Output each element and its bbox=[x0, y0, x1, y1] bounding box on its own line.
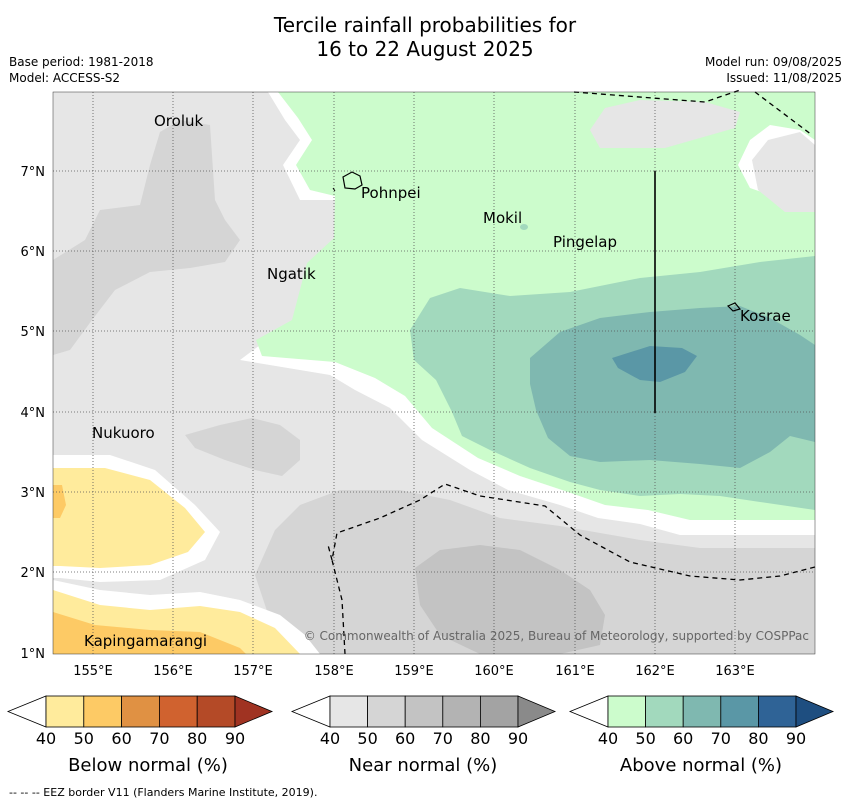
near-normal-patch-ne bbox=[590, 100, 740, 148]
colorbar-segment bbox=[196, 695, 236, 728]
colorbar-min-arrow bbox=[568, 695, 609, 728]
colorbar-segment bbox=[682, 695, 722, 728]
map-fill-layers bbox=[53, 92, 815, 654]
lat-label-4: 4°N bbox=[21, 406, 46, 421]
colorbar-tick-label: 40 bbox=[35, 729, 57, 748]
colorbar-segment bbox=[442, 695, 481, 728]
map-frame bbox=[52, 91, 816, 655]
colorbar-tick-label: 80 bbox=[470, 729, 491, 748]
place-label-kapingamarangi: Kapingamarangi bbox=[84, 632, 207, 650]
colorbar-tick-label: 70 bbox=[432, 729, 453, 748]
colorbar-tick-label: 90 bbox=[785, 729, 807, 748]
colorbar-segment bbox=[45, 695, 85, 728]
lat-label-5: 5°N bbox=[21, 325, 46, 340]
lon-label-161: 161°E bbox=[555, 664, 595, 679]
colorbar-max-arrow bbox=[795, 695, 835, 728]
eez-borders bbox=[327, 89, 816, 655]
lon-label-158: 158°E bbox=[314, 664, 354, 679]
place-label-pingelap: Pingelap bbox=[553, 233, 617, 251]
colorbar-segment bbox=[121, 695, 160, 728]
colorbar-segment bbox=[83, 695, 123, 728]
map-title-line1: Tercile rainfall probabilities for bbox=[273, 13, 577, 37]
colorbar-segment bbox=[645, 695, 684, 728]
colorbar-segment bbox=[367, 695, 406, 728]
lat-label-6: 6°N bbox=[21, 245, 46, 260]
lon-label-159: 159°E bbox=[394, 664, 434, 679]
model-label: Model: ACCESS-S2 bbox=[9, 71, 121, 85]
above-normal-60-70-area bbox=[530, 306, 815, 468]
place-label-kosrae: Kosrae bbox=[740, 307, 791, 325]
colorbar-above-title: Above normal (%) bbox=[619, 755, 783, 776]
colorbar-tick-label: 40 bbox=[319, 729, 341, 748]
lon-label-155: 155°E bbox=[73, 664, 113, 679]
kosrae-island-shape bbox=[726, 302, 742, 312]
map-title-line2: 16 to 22 August 2025 bbox=[316, 37, 534, 61]
colorbar-tick-label: 60 bbox=[673, 729, 694, 748]
colorbar-tick-label: 50 bbox=[635, 729, 656, 748]
colorbar-below-normal bbox=[6, 695, 274, 728]
colorbar-tick-label: 40 bbox=[597, 729, 619, 748]
colorbar-tick-label: 50 bbox=[73, 729, 94, 748]
place-label-nukuoro: Nukuoro bbox=[92, 424, 155, 442]
lat-label-2: 2°N bbox=[21, 566, 46, 581]
colorbar-tick-label: 60 bbox=[395, 729, 416, 748]
colorbar-segment bbox=[607, 695, 646, 728]
lon-label-163: 163°E bbox=[715, 664, 755, 679]
colorbar-tick-label: 80 bbox=[187, 729, 208, 748]
colorbar-segment bbox=[758, 695, 797, 728]
lat-label-7: 7°N bbox=[21, 165, 46, 180]
colorbar-segment bbox=[720, 695, 759, 728]
place-label-mokil: Mokil bbox=[483, 209, 522, 227]
colorbar-segment bbox=[158, 695, 198, 728]
colorbar-min-arrow bbox=[6, 695, 47, 728]
place-label-pohnpei: Pohnpei bbox=[361, 184, 421, 202]
colorbar-above-normal bbox=[568, 695, 835, 728]
graticule bbox=[53, 92, 815, 654]
colorbar-tick-label: 60 bbox=[111, 729, 132, 748]
copyright-text: © Commonwealth of Australia 2025, Bureau… bbox=[304, 629, 809, 643]
base-period-label: Base period: 1981-2018 bbox=[9, 55, 154, 69]
model-run-label: Model run: 09/08/2025 bbox=[704, 55, 842, 69]
pohnpei-island-shape bbox=[342, 171, 363, 190]
place-label-ngatik: Ngatik bbox=[267, 265, 316, 283]
lat-label-3: 3°N bbox=[21, 486, 46, 501]
colorbar-tick-label: 70 bbox=[149, 729, 170, 748]
lon-label-157: 157°E bbox=[233, 664, 273, 679]
lon-label-162: 162°E bbox=[635, 664, 675, 679]
below-normal-50-60-area-upper bbox=[53, 485, 66, 518]
place-label-oroluk: Oroluk bbox=[154, 112, 203, 130]
colorbar-tick-label: 70 bbox=[710, 729, 731, 748]
colorbar-min-arrow bbox=[290, 695, 331, 728]
colorbar-tick-label: 80 bbox=[748, 729, 769, 748]
colorbar-below-title: Below normal (%) bbox=[68, 755, 228, 776]
ant-atoll-mark bbox=[332, 187, 336, 192]
lat-label-1: 1°N bbox=[21, 647, 46, 662]
colorbar-segment bbox=[479, 695, 519, 728]
colorbar-tick-label: 90 bbox=[224, 729, 246, 748]
issued-label: Issued: 11/08/2025 bbox=[726, 71, 842, 85]
colorbar-tick-label: 50 bbox=[357, 729, 378, 748]
mokil-island-shape bbox=[520, 224, 528, 230]
below-normal-40-50-area-upper bbox=[53, 468, 205, 568]
colorbar-near-title: Near normal (%) bbox=[348, 755, 498, 776]
lon-label-160: 160°E bbox=[474, 664, 514, 679]
colorbar-segment bbox=[329, 695, 368, 728]
near-normal-50-60-area-west bbox=[53, 120, 240, 355]
below-normal-50-60-area-lower bbox=[53, 612, 246, 654]
colorbar-segment bbox=[404, 695, 444, 728]
near-normal-50-60-area-central bbox=[185, 418, 300, 476]
colorbar-max-arrow bbox=[234, 695, 274, 728]
colorbar-tick-label: 90 bbox=[507, 729, 529, 748]
colorbar-near-normal bbox=[290, 695, 557, 728]
eez-footnote: -- -- -- EEZ border V11 (Flanders Marine… bbox=[9, 786, 318, 799]
lon-label-156: 156°E bbox=[153, 664, 193, 679]
colorbar-max-arrow bbox=[517, 695, 557, 728]
near-normal-patch-e bbox=[752, 132, 815, 212]
